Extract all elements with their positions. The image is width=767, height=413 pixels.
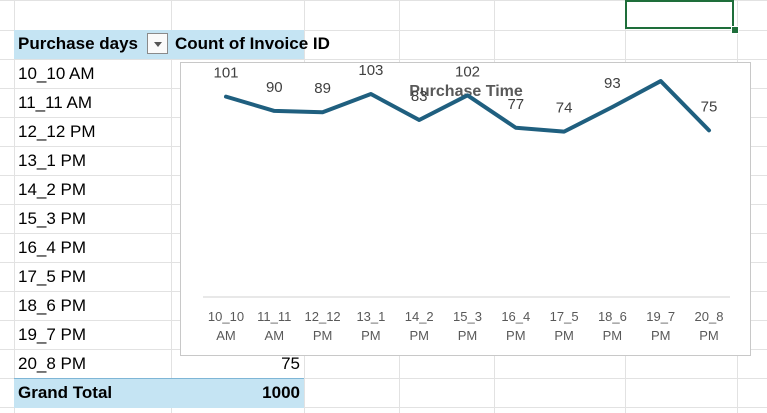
data-point[interactable] — [609, 104, 615, 110]
x-tick-label: 17_5 PM — [550, 309, 579, 343]
grid-line — [14, 0, 15, 413]
x-tick-label: 20_8 PM — [695, 309, 724, 343]
row-filter-button[interactable] — [147, 33, 168, 54]
pivot-header-row: Purchase days Count of Invoice ID — [14, 30, 330, 59]
data-point[interactable] — [658, 78, 664, 84]
series-line[interactable] — [224, 79, 711, 134]
grand-total-label[interactable]: Grand Total — [18, 383, 113, 402]
data-point[interactable] — [513, 125, 519, 131]
grid-line — [0, 407, 767, 408]
pivot-row-label[interactable]: 20_8 PM — [18, 354, 87, 373]
x-tick-label: 14_2 PM — [405, 309, 434, 343]
pivot-row-label[interactable]: 18_6 PM — [18, 296, 87, 315]
grand-total-row: Grand Total 1000 — [14, 378, 304, 408]
x-tick-label: 15_3 PM — [453, 309, 482, 343]
grid-line — [171, 0, 172, 413]
chart-canvas: Purchase Time 101 90 89 103 83 102 77 74 93 113 75… — [203, 63, 730, 343]
x-tick-label: 16_4 PM — [501, 309, 530, 343]
data-point[interactable] — [465, 92, 471, 98]
x-tick-label: 13_1 PM — [356, 309, 385, 343]
pivot-row-label[interactable]: 12_12 PM — [18, 122, 96, 141]
data-point[interactable] — [271, 108, 277, 114]
pivot-row-value[interactable]: 75 — [281, 354, 300, 373]
pivot-row-label[interactable]: 16_4 PM — [18, 238, 87, 257]
pivot-row-label[interactable]: 11_11 AM — [18, 93, 93, 112]
x-tick-label: 10_10 AM — [208, 309, 244, 343]
data-point[interactable] — [416, 117, 422, 123]
grid-line — [0, 59, 767, 60]
pivot-row-label[interactable]: 14_2 PM — [18, 180, 87, 199]
pivot-row-label[interactable]: 13_1 PM — [18, 151, 87, 170]
data-label: 74 — [556, 100, 573, 117]
data-label: 83 — [411, 88, 428, 105]
grid-line — [0, 378, 767, 379]
pivot-row-label[interactable]: 10_10 AM — [18, 64, 95, 83]
fill-handle[interactable] — [731, 26, 739, 34]
values-header[interactable]: Count of Invoice ID — [175, 34, 330, 53]
dropdown-arrow-icon — [154, 42, 162, 47]
grid-line — [0, 30, 767, 31]
data-label: 103 — [358, 63, 383, 79]
pivot-row-label[interactable]: 19_7 PM — [18, 325, 87, 344]
pivot-row-label[interactable]: 15_3 PM — [18, 209, 87, 228]
data-point[interactable] — [320, 109, 326, 115]
x-tick-label: 18_6 PM — [598, 309, 627, 343]
active-cell[interactable] — [625, 0, 734, 29]
pivot-row-label[interactable]: 17_5 PM — [18, 267, 87, 286]
data-label: 93 — [604, 75, 621, 92]
data-label: 90 — [266, 79, 283, 96]
data-point[interactable] — [368, 91, 374, 97]
line-chart[interactable]: Purchase Time 101 90 89 103 83 102 77 74 93 113 75… — [180, 62, 751, 356]
data-point[interactable] — [706, 127, 712, 133]
data-label: 75 — [701, 98, 718, 115]
data-label: 101 — [213, 65, 238, 82]
data-point[interactable] — [223, 94, 229, 100]
data-label: 113 — [649, 63, 673, 66]
data-point[interactable] — [561, 129, 567, 135]
grid-line — [0, 0, 767, 1]
row-labels-header[interactable]: Purchase days — [18, 34, 139, 53]
data-label: 89 — [314, 80, 331, 97]
x-tick-label: 11_11 AM — [257, 309, 291, 343]
x-tick-label: 12_12 PM — [305, 309, 341, 343]
data-label: 102 — [455, 63, 480, 80]
data-label: 77 — [507, 96, 524, 113]
x-tick-label: 19_7 PM — [646, 309, 675, 343]
grand-total-value[interactable]: 1000 — [262, 383, 300, 402]
chart-title: Purchase Time — [409, 83, 523, 100]
